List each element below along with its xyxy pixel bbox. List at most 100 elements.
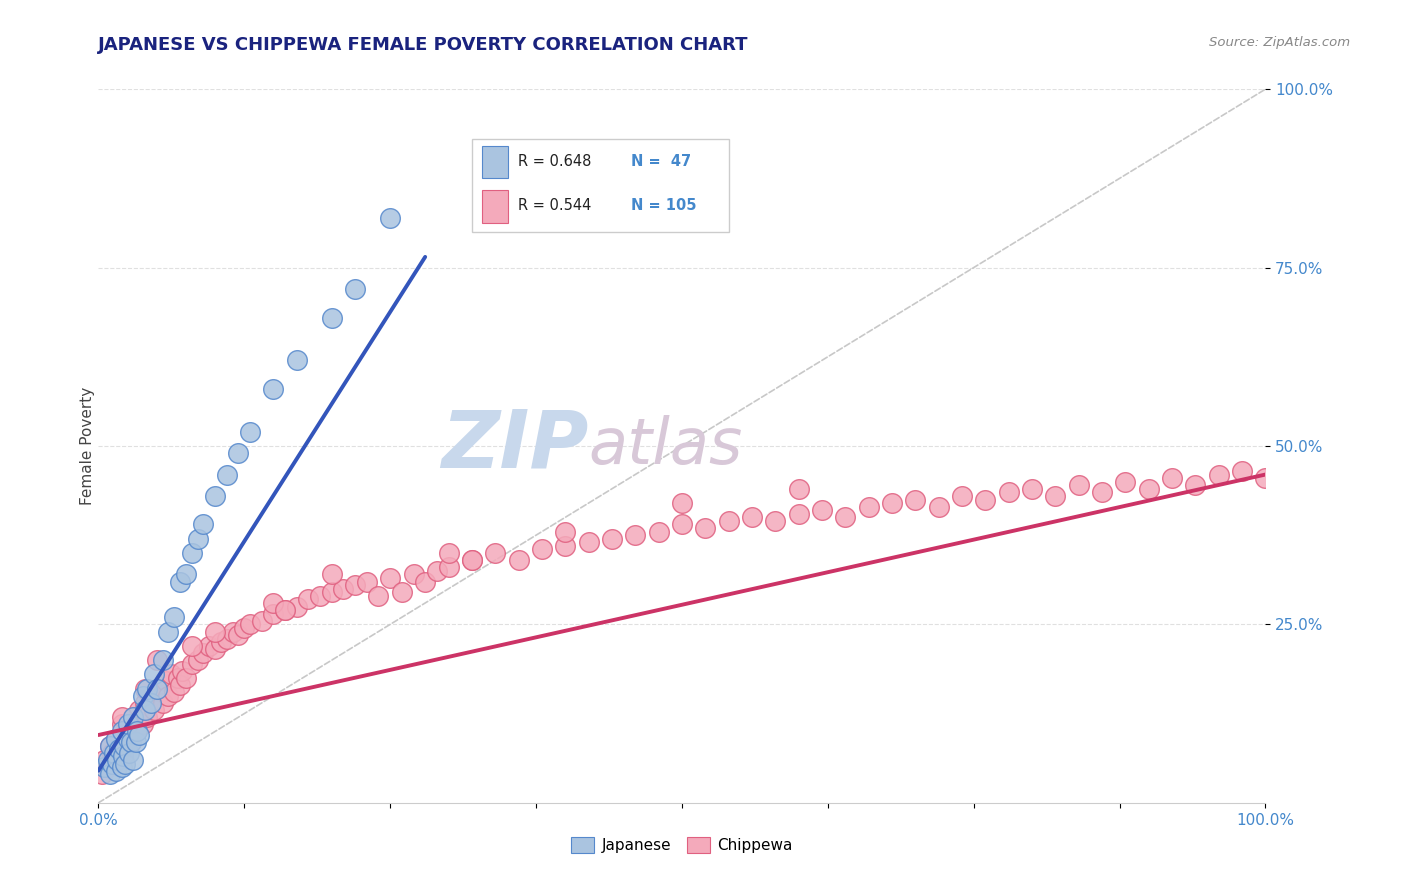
- Point: [578, 535, 600, 549]
- Point: [413, 574, 436, 589]
- Legend: Japanese, Chippewa: Japanese, Chippewa: [565, 831, 799, 859]
- Point: [111, 724, 134, 739]
- Point: [152, 653, 174, 667]
- Point: [134, 703, 156, 717]
- Point: [117, 728, 139, 742]
- Point: [624, 528, 647, 542]
- Point: [120, 735, 142, 749]
- Point: [128, 703, 150, 717]
- Point: [763, 514, 786, 528]
- Point: [344, 578, 367, 592]
- Point: [125, 735, 148, 749]
- Point: [1208, 467, 1230, 482]
- Point: [122, 753, 145, 767]
- Point: [1114, 475, 1136, 489]
- Text: Source: ZipAtlas.com: Source: ZipAtlas.com: [1209, 36, 1350, 49]
- Point: [172, 664, 194, 678]
- FancyBboxPatch shape: [472, 139, 728, 232]
- Point: [174, 671, 197, 685]
- Point: [97, 760, 120, 774]
- Point: [118, 746, 141, 760]
- Point: [108, 742, 131, 756]
- Point: [215, 632, 238, 646]
- Point: [426, 564, 449, 578]
- Point: [1045, 489, 1067, 503]
- Point: [274, 603, 297, 617]
- Point: [554, 524, 576, 539]
- Point: [169, 574, 191, 589]
- Point: [228, 446, 250, 460]
- Point: [93, 753, 115, 767]
- Point: [98, 739, 121, 753]
- Point: [166, 671, 188, 685]
- Point: [146, 681, 169, 696]
- Point: [461, 553, 484, 567]
- Point: [120, 735, 142, 749]
- Point: [600, 532, 623, 546]
- Point: [250, 614, 273, 628]
- Text: R = 0.648: R = 0.648: [517, 154, 592, 169]
- Point: [321, 567, 343, 582]
- Text: R = 0.544: R = 0.544: [517, 198, 592, 213]
- Point: [380, 571, 402, 585]
- Point: [143, 703, 166, 717]
- Point: [274, 603, 297, 617]
- Point: [108, 753, 131, 767]
- Point: [671, 496, 693, 510]
- Point: [204, 624, 226, 639]
- Point: [1230, 464, 1253, 478]
- Text: ZIP: ZIP: [441, 407, 589, 485]
- Point: [695, 521, 717, 535]
- Point: [904, 492, 927, 507]
- Point: [647, 524, 669, 539]
- Point: [104, 764, 127, 778]
- Point: [111, 749, 134, 764]
- Point: [741, 510, 763, 524]
- Point: [950, 489, 973, 503]
- Point: [239, 425, 262, 439]
- Point: [262, 382, 284, 396]
- Point: [834, 510, 856, 524]
- Point: [321, 585, 343, 599]
- Y-axis label: Female Poverty: Female Poverty: [80, 387, 94, 505]
- Point: [811, 503, 834, 517]
- FancyBboxPatch shape: [482, 145, 508, 178]
- Point: [132, 717, 155, 731]
- Text: JAPANESE VS CHIPPEWA FEMALE POVERTY CORRELATION CHART: JAPANESE VS CHIPPEWA FEMALE POVERTY CORR…: [98, 36, 749, 54]
- Point: [344, 282, 367, 296]
- Point: [104, 731, 127, 746]
- Point: [157, 624, 180, 639]
- Point: [163, 685, 186, 699]
- Point: [858, 500, 880, 514]
- Text: N =  47: N = 47: [631, 154, 692, 169]
- Point: [134, 696, 156, 710]
- Point: [204, 642, 226, 657]
- Point: [461, 553, 484, 567]
- Point: [215, 467, 238, 482]
- Point: [155, 674, 177, 689]
- Point: [239, 617, 262, 632]
- Point: [554, 539, 576, 553]
- Point: [174, 567, 197, 582]
- Point: [671, 517, 693, 532]
- Point: [233, 621, 256, 635]
- Point: [104, 731, 127, 746]
- Point: [787, 507, 810, 521]
- Point: [297, 592, 319, 607]
- Point: [111, 710, 134, 724]
- Point: [1067, 478, 1090, 492]
- Point: [180, 657, 202, 671]
- Point: [136, 710, 159, 724]
- Point: [391, 585, 413, 599]
- Point: [198, 639, 221, 653]
- Point: [367, 589, 389, 603]
- Point: [159, 667, 181, 681]
- Point: [209, 635, 232, 649]
- Point: [117, 731, 139, 746]
- Point: [321, 310, 343, 325]
- Point: [332, 582, 354, 596]
- Point: [262, 596, 284, 610]
- Point: [146, 653, 169, 667]
- Point: [139, 689, 162, 703]
- Point: [90, 767, 112, 781]
